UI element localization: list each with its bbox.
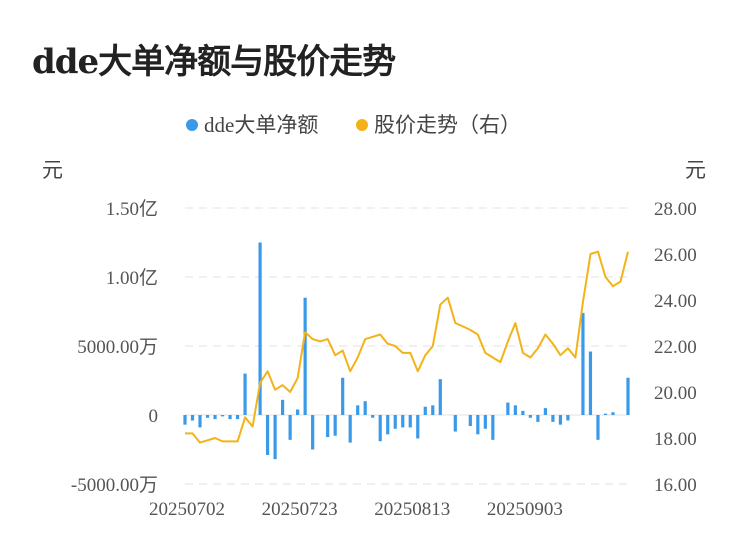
right-tick-label: 24.00 (654, 291, 697, 312)
right-tick-label: 28.00 (654, 199, 697, 220)
left-tick-label: -5000.00万 (71, 475, 158, 496)
bar (205, 415, 210, 418)
right-tick-label: 26.00 (654, 245, 697, 266)
bar (431, 405, 435, 415)
bar (453, 415, 457, 432)
x-tick-label: 20250903 (487, 499, 563, 520)
bar (183, 415, 187, 425)
line-series-price (185, 250, 629, 444)
bar (348, 415, 352, 443)
bar (588, 351, 593, 415)
legend-marker-price (356, 119, 368, 131)
bar (476, 415, 480, 435)
bar (468, 415, 472, 427)
bar (611, 412, 615, 415)
bar (311, 415, 315, 450)
bar (363, 401, 367, 415)
bar (438, 379, 442, 415)
bar (491, 415, 495, 440)
bar (296, 409, 300, 415)
bar (333, 415, 337, 436)
left-axis-unit: 元 (42, 158, 63, 182)
bar (558, 415, 563, 425)
bar (273, 415, 277, 460)
bar (551, 415, 555, 422)
bar (235, 415, 240, 420)
legend: dde大单净额 股价走势（右） (186, 113, 521, 137)
bar (521, 410, 525, 415)
bar (528, 415, 532, 418)
bar (596, 415, 600, 440)
x-tick-label: 20250702 (149, 499, 225, 520)
bar (356, 405, 360, 415)
bar (408, 415, 412, 428)
bar (626, 377, 630, 415)
x-axis-ticks: 20250702 20250723 20250813 20250903 (149, 499, 563, 520)
bar (228, 415, 232, 420)
left-axis-ticks: 1.50亿 1.00亿 5000.00万 0 -5000.00万 (71, 198, 158, 496)
bar (213, 415, 217, 420)
bar (506, 402, 510, 415)
bar (416, 415, 420, 439)
chart-title: dde大单净额与股价走势 (32, 42, 396, 82)
bar (513, 405, 517, 415)
left-tick-label: 1.50亿 (106, 198, 158, 220)
bar (378, 415, 382, 442)
left-tick-label: 0 (149, 406, 159, 427)
legend-marker-dde (186, 119, 198, 131)
bar (303, 297, 307, 415)
bar (288, 415, 292, 440)
bar (371, 415, 375, 418)
legend-label-dde: dde大单净额 (204, 113, 318, 137)
bar (566, 415, 570, 421)
bar (543, 408, 548, 415)
bar (386, 415, 390, 435)
price-line (185, 250, 629, 444)
x-tick-label: 20250723 (262, 499, 338, 520)
bar (423, 406, 427, 415)
right-tick-label: 16.00 (654, 475, 697, 496)
right-axis-unit: 元 (685, 158, 706, 182)
bar (243, 373, 247, 415)
bar (393, 415, 397, 429)
bar-series-dde (183, 242, 630, 460)
bar (220, 415, 225, 417)
legend-label-price: 股价走势（右） (374, 113, 521, 137)
bar (536, 415, 540, 422)
bar (483, 415, 487, 429)
bar (258, 242, 262, 415)
x-tick-label: 20250813 (374, 499, 450, 520)
bar (265, 415, 270, 456)
grid-lines (185, 207, 628, 485)
bar (581, 312, 585, 415)
bar (190, 415, 195, 421)
left-tick-label: 5000.00万 (77, 337, 158, 358)
right-tick-label: 18.00 (654, 429, 697, 450)
left-tick-label: 1.00亿 (106, 267, 158, 289)
right-tick-label: 22.00 (654, 337, 697, 358)
bar (281, 399, 285, 415)
bar (198, 415, 202, 428)
bar (603, 413, 608, 415)
right-tick-label: 20.00 (654, 383, 697, 404)
bar (341, 377, 345, 415)
bar (326, 415, 330, 438)
right-axis-ticks: 28.00 26.00 24.00 22.00 20.00 18.00 16.00 (654, 199, 697, 496)
bar (401, 415, 405, 428)
